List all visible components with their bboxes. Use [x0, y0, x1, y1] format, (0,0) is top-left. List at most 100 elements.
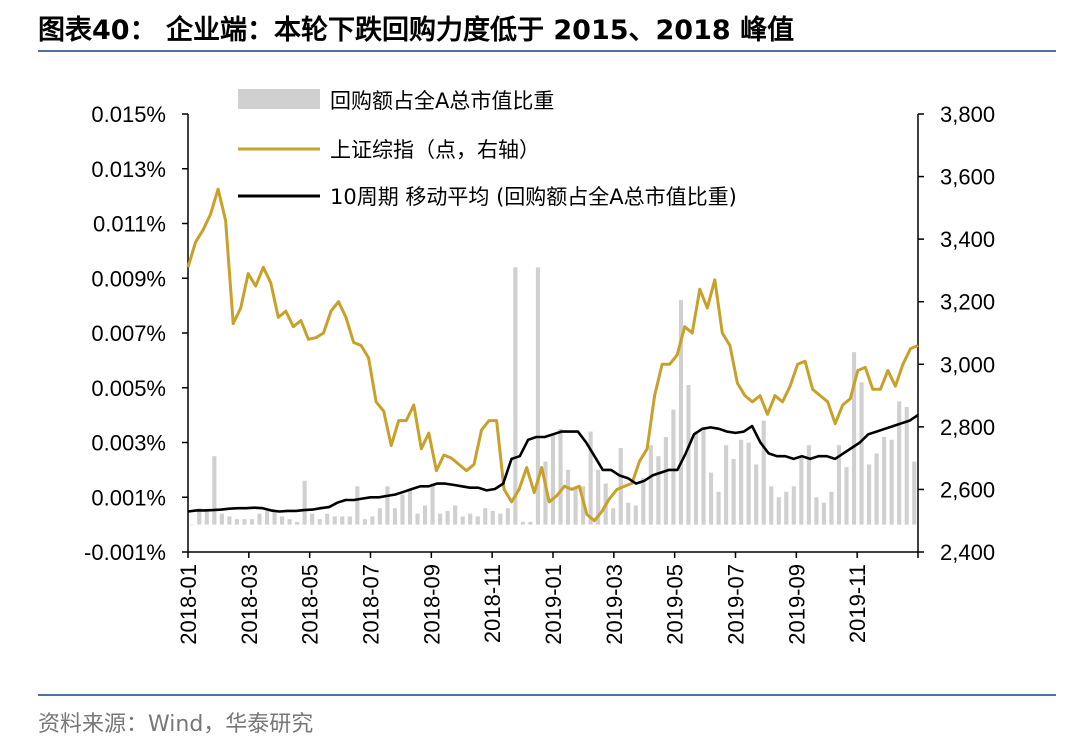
bar — [851, 352, 857, 525]
bar — [626, 502, 631, 525]
right-tick-label: 2,400 — [940, 540, 995, 565]
bar — [693, 431, 699, 525]
x-tick-label: 2018-05 — [298, 564, 323, 645]
bar — [287, 519, 292, 525]
bar — [844, 467, 849, 525]
bar — [543, 461, 548, 525]
x-tick-label: 2019-01 — [541, 564, 566, 645]
x-tick-label: 2019-05 — [663, 564, 688, 645]
bar — [302, 480, 307, 525]
bar — [663, 437, 668, 525]
bar — [889, 439, 894, 525]
bar — [565, 469, 571, 525]
bar — [490, 510, 495, 525]
bar — [754, 464, 759, 525]
legend-index-label: 上证综指（点，右轴） — [330, 138, 540, 162]
bar — [219, 513, 224, 525]
bar — [249, 519, 255, 525]
right-tick-label: 2,800 — [940, 415, 995, 440]
bar — [468, 513, 473, 525]
left-tick-label: 0.009% — [91, 266, 166, 291]
bar — [340, 516, 345, 525]
right-tick-label: 3,600 — [940, 165, 995, 190]
chart-title: 图表40： 企业端：本轮下跌回购力度低于 2015、2018 峰值 — [38, 15, 795, 46]
bar — [724, 445, 729, 525]
bar — [392, 508, 398, 525]
source-note: 资料来源：Wind，华泰研究 — [38, 712, 314, 737]
right-tick-label: 3,800 — [940, 102, 995, 127]
bar — [784, 491, 789, 525]
bar — [882, 437, 887, 525]
bar — [708, 472, 714, 525]
bar — [912, 461, 917, 525]
chart-svg: -0.001% 0.001% 0.003% 0.005% 0.007% 0.009% 0.0… — [84, 89, 995, 645]
bar — [362, 519, 367, 525]
x-tick-label: 2018-03 — [237, 564, 262, 645]
bar — [588, 431, 593, 525]
x-tick-label: 2019-03 — [602, 564, 627, 645]
bar — [377, 508, 382, 525]
bar — [535, 267, 541, 525]
bar — [558, 428, 563, 525]
title-rule — [38, 50, 1056, 52]
bar — [656, 456, 661, 525]
bar — [347, 516, 352, 525]
left-tick-label: 0.005% — [91, 376, 166, 401]
left-tick-label: 0.015% — [91, 102, 166, 127]
bar — [242, 519, 247, 525]
bar — [769, 486, 774, 525]
right-tick-label: 3,200 — [940, 290, 995, 315]
bar — [460, 516, 465, 525]
x-tick-label: 2018-07 — [359, 564, 384, 645]
bar — [445, 510, 450, 525]
bar — [189, 524, 194, 526]
bar — [430, 483, 435, 525]
bar — [671, 409, 676, 525]
bar — [814, 497, 819, 525]
bar — [806, 445, 811, 525]
bar — [407, 489, 413, 525]
x-tick-label: 2018-11 — [480, 564, 505, 643]
bar — [761, 420, 766, 525]
bar — [483, 508, 488, 525]
bar — [415, 513, 420, 525]
bar — [498, 513, 503, 525]
legend-bars-label: 回购额占全A总市值比重 — [330, 89, 554, 113]
bar — [821, 502, 826, 525]
left-tick-label: 0.003% — [91, 431, 166, 456]
bar — [325, 513, 330, 525]
bar — [528, 521, 533, 525]
bar — [234, 519, 239, 525]
bar — [227, 516, 232, 525]
bar — [716, 491, 721, 525]
x-tick-label: 2019-07 — [724, 564, 749, 645]
left-tick-label: 0.001% — [91, 485, 166, 510]
x-tick-label: 2018-09 — [419, 564, 444, 645]
right-tick-label: 3,000 — [940, 352, 995, 377]
legend: 回购额占全A总市值比重 上证综指（点，右轴） 10周期 移动平均 (回购额占全A… — [238, 89, 737, 209]
bar — [701, 428, 706, 525]
bar — [776, 497, 781, 525]
bar — [904, 406, 909, 525]
bar — [867, 464, 872, 525]
index-line — [186, 187, 919, 523]
bar — [264, 510, 270, 525]
legend-bar-swatch — [238, 89, 320, 109]
bar — [197, 508, 202, 525]
bar — [257, 513, 262, 525]
bar — [897, 401, 902, 525]
bar — [611, 508, 616, 525]
bar — [310, 513, 315, 525]
bar — [686, 385, 691, 525]
right-tick-label: 2,600 — [940, 477, 995, 502]
bar — [520, 521, 525, 525]
ma-line — [187, 414, 919, 513]
bar — [596, 469, 601, 525]
bar — [295, 521, 300, 525]
left-tick-label: 0.013% — [91, 157, 166, 182]
bar — [355, 486, 360, 525]
bar — [475, 516, 480, 525]
left-tick-label: 0.007% — [91, 321, 166, 346]
bar — [799, 456, 804, 525]
bar — [212, 456, 217, 525]
